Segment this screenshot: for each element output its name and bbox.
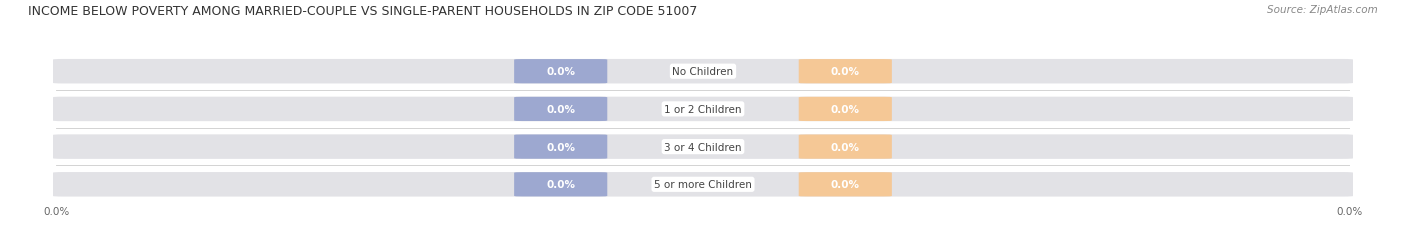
FancyBboxPatch shape <box>53 97 1353 122</box>
FancyBboxPatch shape <box>799 97 891 122</box>
Text: 3 or 4 Children: 3 or 4 Children <box>664 142 742 152</box>
Text: No Children: No Children <box>672 67 734 77</box>
Text: 0.0%: 0.0% <box>831 104 860 114</box>
Text: 0.0%: 0.0% <box>831 67 860 77</box>
FancyBboxPatch shape <box>515 97 607 122</box>
Text: 1 or 2 Children: 1 or 2 Children <box>664 104 742 114</box>
Text: INCOME BELOW POVERTY AMONG MARRIED-COUPLE VS SINGLE-PARENT HOUSEHOLDS IN ZIP COD: INCOME BELOW POVERTY AMONG MARRIED-COUPL… <box>28 5 697 18</box>
Text: 0.0%: 0.0% <box>831 142 860 152</box>
FancyBboxPatch shape <box>515 60 607 84</box>
Text: 5 or more Children: 5 or more Children <box>654 179 752 189</box>
Text: 0.0%: 0.0% <box>546 67 575 77</box>
Text: Source: ZipAtlas.com: Source: ZipAtlas.com <box>1267 5 1378 15</box>
Text: 0.0%: 0.0% <box>831 179 860 189</box>
FancyBboxPatch shape <box>799 60 891 84</box>
Text: 0.0%: 0.0% <box>546 104 575 114</box>
FancyBboxPatch shape <box>53 172 1353 197</box>
FancyBboxPatch shape <box>799 135 891 159</box>
FancyBboxPatch shape <box>53 60 1353 84</box>
Text: 0.0%: 0.0% <box>546 179 575 189</box>
FancyBboxPatch shape <box>515 172 607 197</box>
FancyBboxPatch shape <box>515 135 607 159</box>
FancyBboxPatch shape <box>53 135 1353 159</box>
FancyBboxPatch shape <box>799 172 891 197</box>
Text: 0.0%: 0.0% <box>546 142 575 152</box>
